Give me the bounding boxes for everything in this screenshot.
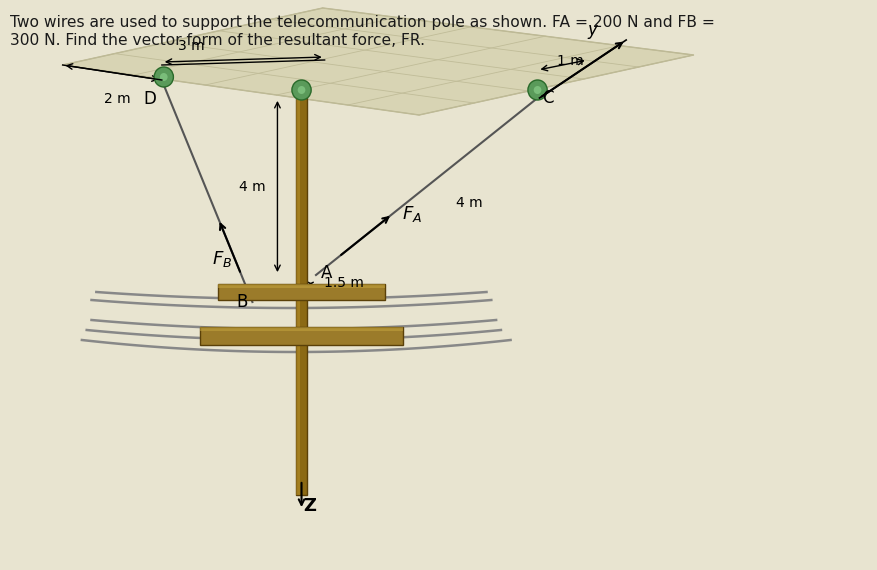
Polygon shape: [200, 327, 403, 331]
Circle shape: [527, 80, 546, 100]
Text: y: y: [587, 21, 597, 39]
Polygon shape: [200, 327, 403, 345]
Circle shape: [533, 86, 541, 94]
Polygon shape: [62, 8, 693, 115]
Text: 1.5 m: 1.5 m: [324, 276, 363, 290]
Text: $F_A$: $F_A$: [402, 204, 422, 224]
Text: 3 m: 3 m: [178, 39, 204, 53]
Text: $F_B$: $F_B$: [212, 250, 232, 270]
Polygon shape: [217, 284, 385, 288]
Circle shape: [160, 73, 168, 81]
Text: D: D: [143, 90, 156, 108]
Text: Two wires are used to support the telecommunication pole as shown. FA = 200 N an: Two wires are used to support the teleco…: [10, 15, 714, 30]
Text: 300 N. Find the vector form of the resultant force, FR.: 300 N. Find the vector form of the resul…: [10, 33, 424, 48]
Circle shape: [154, 67, 173, 87]
Text: B: B: [236, 293, 247, 311]
Polygon shape: [296, 98, 307, 495]
Polygon shape: [296, 98, 299, 495]
Circle shape: [297, 86, 305, 94]
Text: A: A: [320, 264, 332, 282]
Text: 4 m: 4 m: [455, 196, 481, 210]
Text: Z: Z: [303, 497, 316, 515]
Text: 1 m: 1 m: [556, 54, 583, 68]
Polygon shape: [217, 284, 385, 300]
Text: 2 m: 2 m: [103, 92, 131, 106]
Text: C: C: [542, 89, 553, 107]
Text: 4 m: 4 m: [239, 180, 265, 194]
Circle shape: [291, 80, 310, 100]
